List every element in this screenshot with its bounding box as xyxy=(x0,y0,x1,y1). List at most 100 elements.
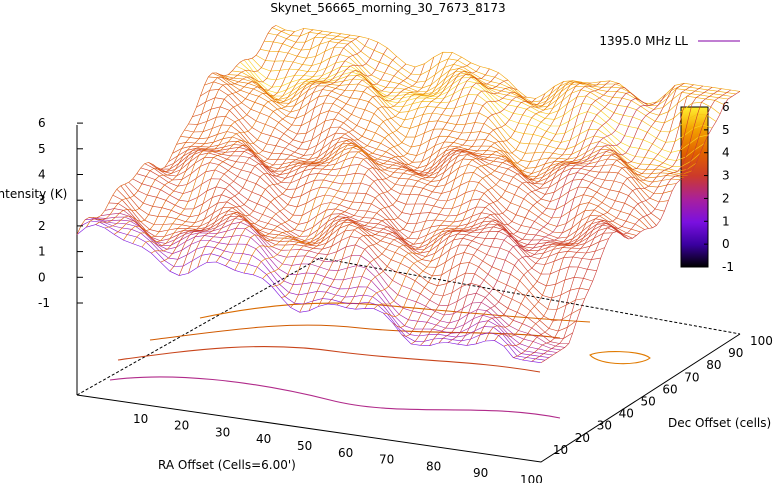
mesh-line xyxy=(373,80,574,309)
mesh-line xyxy=(540,91,741,363)
mesh-line xyxy=(169,38,370,272)
z-tick-label: 1 xyxy=(38,245,46,259)
mesh-line xyxy=(485,83,685,342)
x-tick-label: 70 xyxy=(379,453,394,467)
plot-frame xyxy=(76,125,741,463)
mesh-line xyxy=(290,68,490,308)
mesh-line xyxy=(281,66,481,298)
y-tick-label: 50 xyxy=(641,395,656,409)
y-tick-label: 40 xyxy=(619,407,634,421)
chart-title: Skynet_56665_morning_30_7673_8173 xyxy=(270,1,505,15)
colorbar-tick-label: 3 xyxy=(722,169,730,183)
y-tick-label: 60 xyxy=(662,382,677,396)
x-tick-label: 10 xyxy=(133,412,148,426)
mesh-line xyxy=(355,86,555,310)
mesh-line xyxy=(401,81,601,337)
mesh-line xyxy=(86,29,286,228)
mesh-line xyxy=(141,33,342,248)
mesh-line xyxy=(475,85,676,345)
contour-line xyxy=(109,376,561,419)
mesh-line xyxy=(247,59,713,143)
x-tick-label: 30 xyxy=(215,425,230,439)
mesh-line xyxy=(215,66,416,263)
mesh-line xyxy=(318,87,518,307)
y-tick-label: 10 xyxy=(553,443,568,457)
y-tick-label: 30 xyxy=(597,419,612,433)
x-tick-label: 100 xyxy=(520,473,543,483)
mesh-line xyxy=(420,83,620,346)
x-axis: 10 20 30 40 50 60 70 80 90 100 xyxy=(133,412,543,483)
mesh-line xyxy=(92,217,557,353)
x-tick-label: 40 xyxy=(256,432,271,446)
surface-mesh xyxy=(76,25,741,363)
mesh-line xyxy=(429,87,629,346)
mesh-line xyxy=(216,72,681,183)
mesh-line xyxy=(466,93,667,346)
y-tick-label: 20 xyxy=(575,431,590,445)
mesh-line xyxy=(197,56,397,268)
y-tick-label: 100 xyxy=(750,334,773,348)
mesh-line xyxy=(243,52,444,274)
mesh-line xyxy=(234,57,435,271)
mesh-line xyxy=(457,101,657,345)
mesh-line xyxy=(531,89,731,362)
colorbar xyxy=(680,106,709,268)
mesh-line xyxy=(438,92,639,344)
floor-contours xyxy=(109,302,651,419)
mesh-line xyxy=(225,63,425,266)
colorbar-tick-label: 1 xyxy=(722,214,730,228)
colorbar-tick-label: 6 xyxy=(722,100,730,114)
colorbar-tick-label: -1 xyxy=(722,260,734,274)
z-axis: -1 0 1 2 3 4 5 6 xyxy=(38,116,83,310)
mesh-line xyxy=(392,82,592,328)
z-tick-label: 4 xyxy=(38,168,46,182)
z-tick-label: 2 xyxy=(38,219,46,233)
y-axis-label: Dec Offset (cells) xyxy=(668,416,771,430)
mesh-line xyxy=(144,162,609,255)
mesh-line xyxy=(206,63,407,263)
mesh-line xyxy=(345,93,546,308)
mesh-line xyxy=(383,81,583,318)
z-tick-label: -1 xyxy=(38,296,50,310)
mesh-line xyxy=(251,58,717,133)
mesh-line xyxy=(410,80,611,345)
mesh-line xyxy=(299,72,499,313)
mesh-line xyxy=(196,97,661,221)
mesh-line xyxy=(513,87,713,358)
mesh-line xyxy=(104,28,305,229)
colorbar-tick-label: 2 xyxy=(722,191,730,205)
x-tick-label: 50 xyxy=(297,439,312,453)
mesh-line xyxy=(494,84,694,341)
mesh-line xyxy=(448,98,648,343)
mesh-line xyxy=(336,96,537,306)
colorbar-tick-label: 0 xyxy=(722,237,730,251)
y-tick-label: 90 xyxy=(728,346,743,360)
mesh-line xyxy=(123,30,323,241)
x-tick-label: 90 xyxy=(473,466,488,480)
colorbar-tick-label: 5 xyxy=(722,123,730,137)
colorbar-ticks: -1 0 1 2 3 4 5 6 xyxy=(704,100,734,274)
mesh-line xyxy=(262,56,462,279)
colorbar-tick-label: 4 xyxy=(722,146,730,160)
mesh-line xyxy=(151,34,351,254)
mesh-line xyxy=(188,115,653,228)
mesh-line xyxy=(132,32,332,244)
mesh-line xyxy=(200,88,665,212)
mesh-line xyxy=(188,47,388,274)
mesh-line xyxy=(178,42,379,276)
contour-line xyxy=(589,351,651,365)
mesh-line xyxy=(253,52,453,275)
z-tick-label: 0 xyxy=(38,270,46,284)
contour-line xyxy=(117,345,541,373)
mesh-line xyxy=(76,25,277,235)
y-axis: 10 20 30 40 50 60 70 80 90 100 xyxy=(553,334,773,457)
y-tick-label: 80 xyxy=(706,358,721,372)
z-tick-label: 6 xyxy=(38,116,46,130)
mesh-line xyxy=(364,81,564,309)
y-tick-label: 70 xyxy=(684,370,699,384)
mesh-line xyxy=(95,31,295,225)
mesh-line xyxy=(271,62,472,287)
z-axis-label: Intensity (K) xyxy=(0,187,67,201)
mesh-line xyxy=(113,29,314,235)
